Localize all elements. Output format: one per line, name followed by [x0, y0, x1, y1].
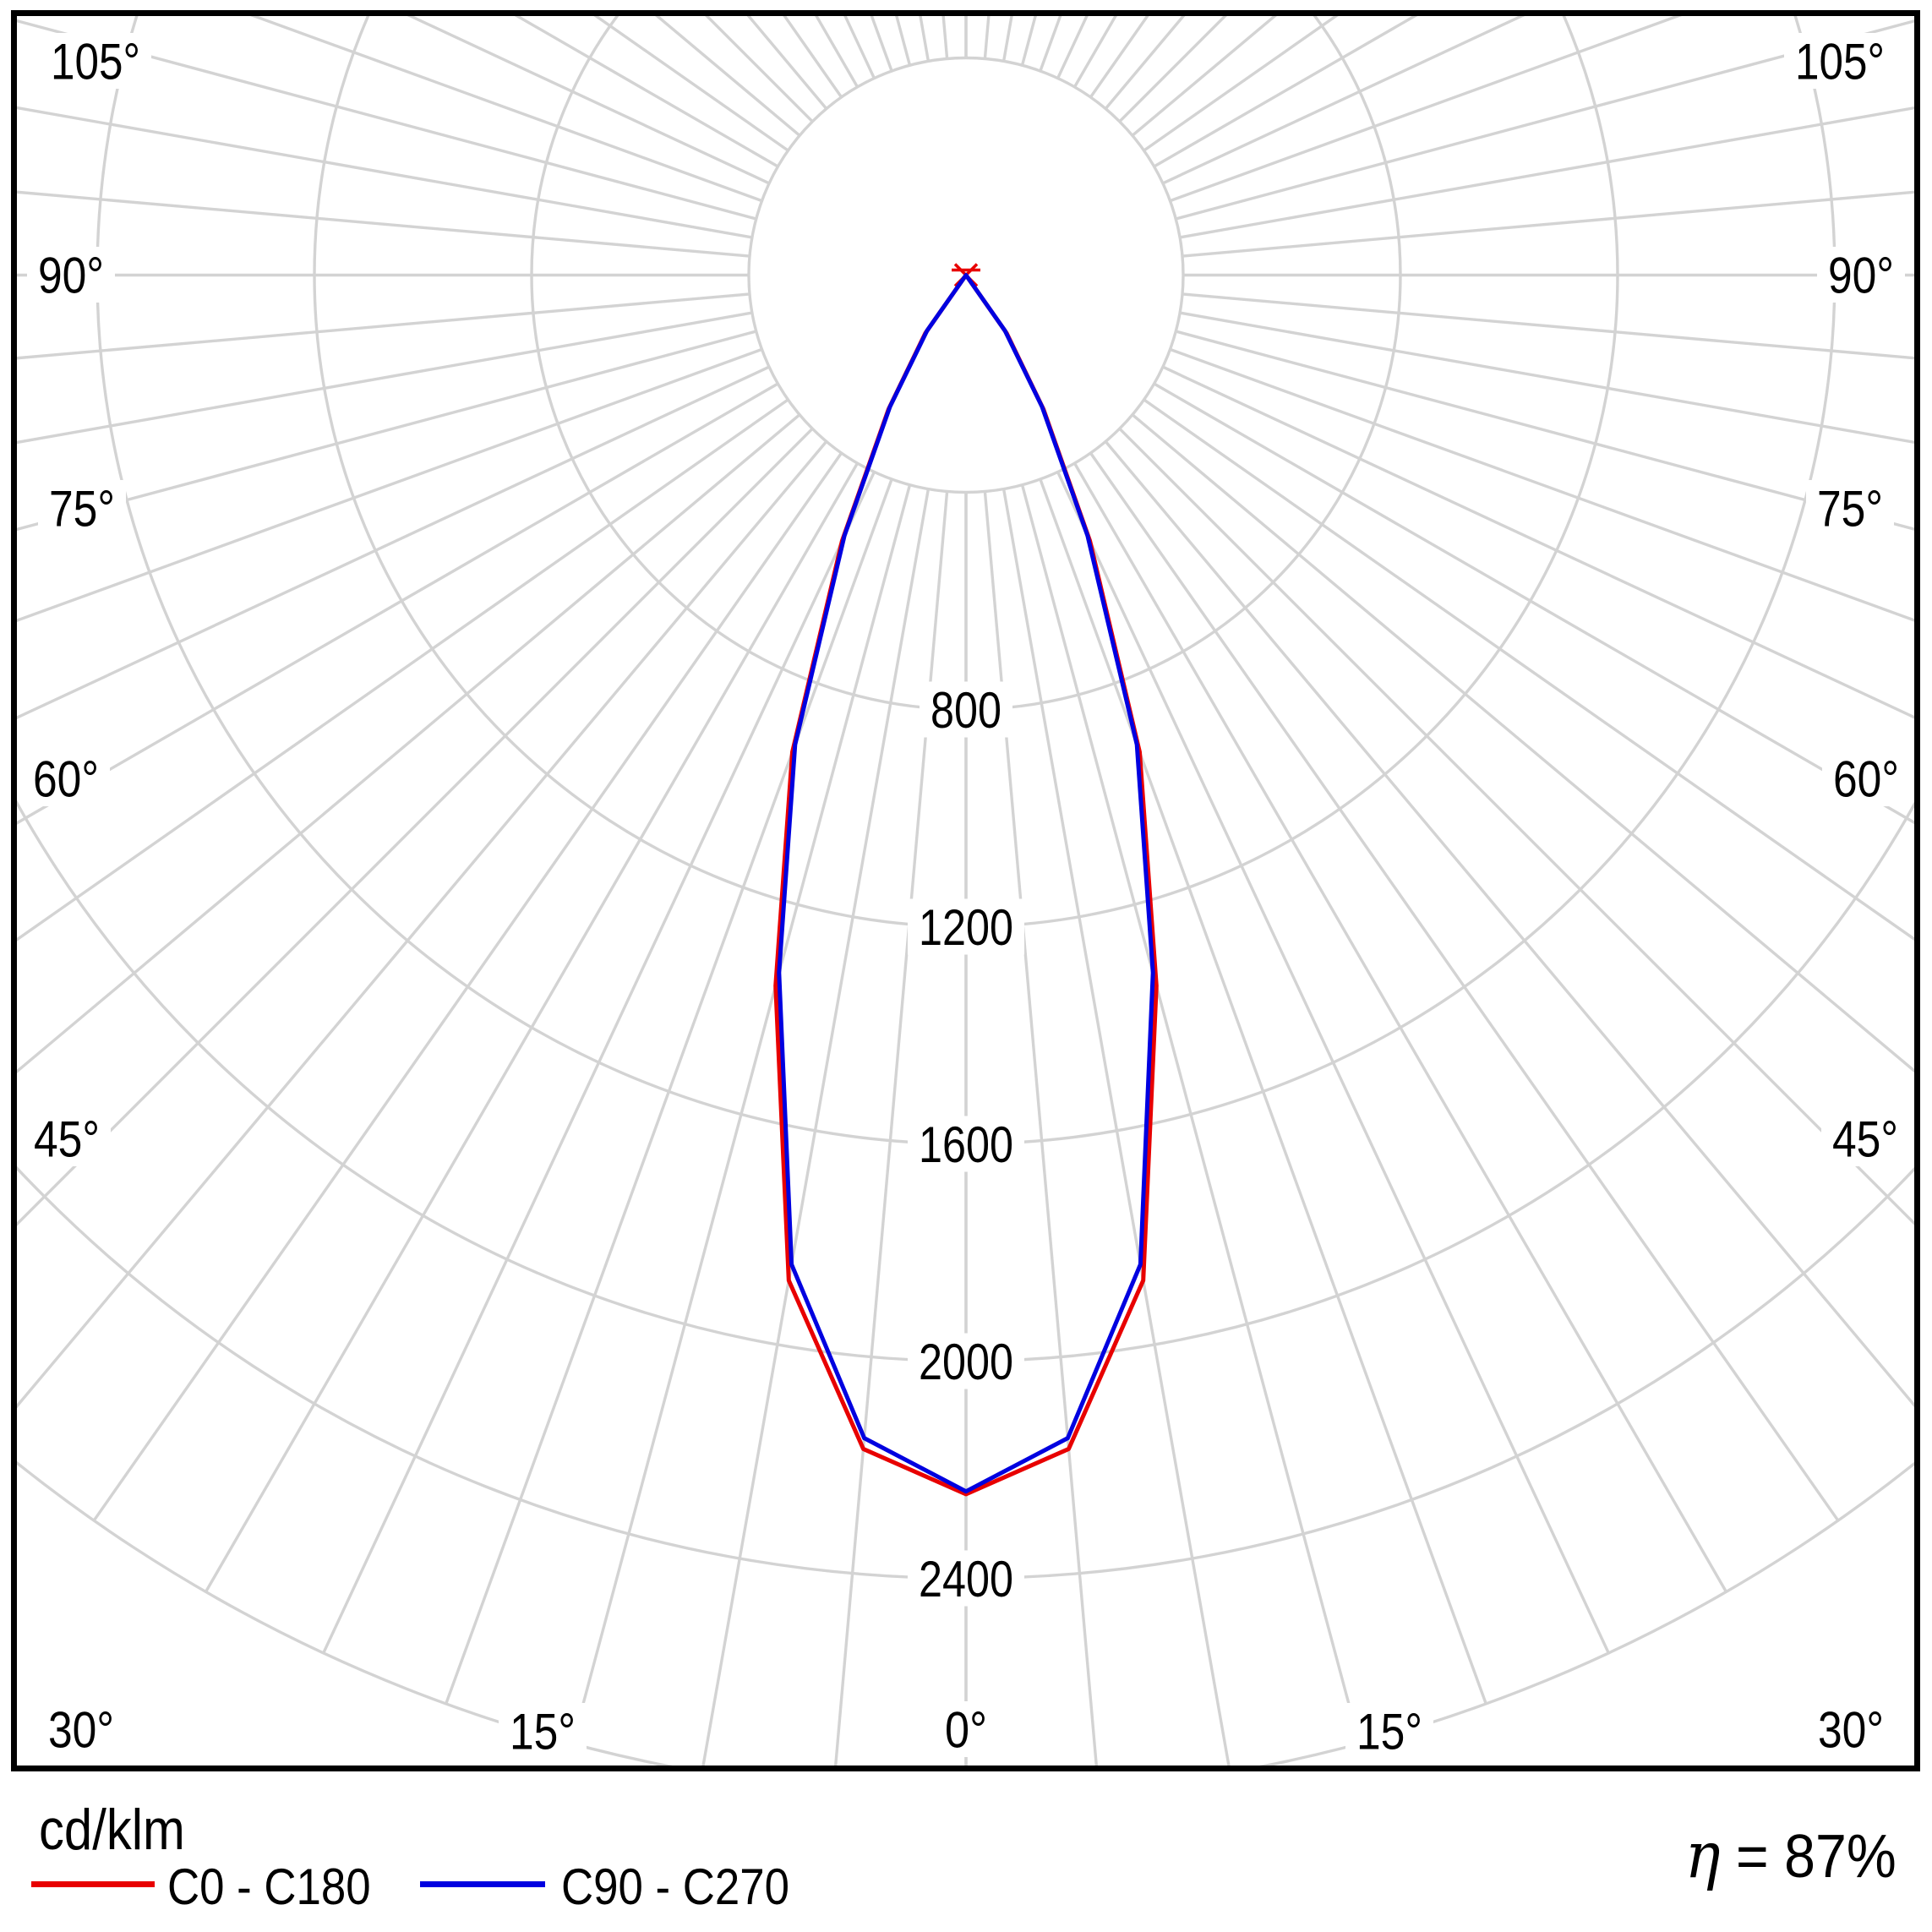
curve-c90-c270: [777, 273, 1155, 1494]
angle-tick-label: 60°: [33, 751, 99, 808]
angle-grid-ray: [701, 488, 931, 1766]
radial-tick-label: 2000: [919, 1334, 1013, 1390]
radial-tick-label: 800: [931, 682, 1001, 739]
angle-grid-ray: [249, 16, 763, 203]
angle-grid-ray: [1001, 488, 1231, 1766]
angle-grid-ray: [1118, 427, 1914, 1225]
angle-tick-label-box: [27, 247, 115, 303]
radial-tick-label-box: [908, 1550, 1024, 1607]
angle-grid-ray: [17, 311, 753, 445]
angle-tick-label: 75°: [1817, 481, 1883, 538]
angle-grid-ray: [17, 106, 753, 239]
angle-grid-ray: [1179, 106, 1914, 239]
angle-tick-label: 60°: [1833, 751, 1899, 808]
angle-grid-ray: [17, 413, 801, 1074]
angle-grid-ray: [1143, 16, 1339, 152]
angle-tick-label-box: [22, 750, 110, 806]
angle-tick-label-box: [37, 1701, 125, 1757]
angle-grid-ray: [1153, 382, 1914, 825]
angle-grid-ray: [1153, 16, 1418, 168]
radial-tick-label-box: [908, 1333, 1024, 1389]
angle-grid-ray: [17, 398, 789, 941]
unit-label: cd/klm: [39, 1798, 185, 1862]
angle-tick-label: 105°: [51, 34, 140, 90]
angle-grid-ray: [1020, 484, 1362, 1744]
angle-grid-ray: [1104, 440, 1914, 1408]
angle-grid-ray: [1073, 462, 1727, 1593]
legend-swatch-c90-c270: [420, 1881, 545, 1887]
angle-tick-label-box: [1807, 1701, 1895, 1757]
angle-grid-ray: [1169, 16, 1683, 203]
angle-grid-ray: [17, 347, 763, 623]
radial-tick-label-box: [908, 1116, 1024, 1172]
angle-tick-label-box: [1784, 33, 1896, 89]
angle-tick-label: 45°: [34, 1111, 100, 1168]
angle-tick-label-box: [38, 480, 126, 536]
angle-grid-ray: [1056, 471, 1610, 1654]
angle-grid-ray: [1182, 292, 1914, 360]
angle-tick-label: 105°: [1795, 34, 1885, 90]
angle-grid-ray: [593, 16, 789, 152]
angle-grid-ray: [17, 382, 779, 825]
angle-grid-ray: [1162, 365, 1914, 719]
angle-tick-label-box: [1817, 247, 1905, 303]
angle-grid-ray: [1179, 311, 1914, 445]
angle-grid-ray: [205, 462, 859, 1593]
radial-tick-label: 1600: [919, 1116, 1013, 1173]
angle-grid-ray: [407, 16, 770, 185]
angle-tick-label-box: [934, 1701, 998, 1757]
angle-tick-label-box: [1821, 1111, 1909, 1166]
angle-grid-ray: [92, 452, 843, 1522]
angle-tick-label: 75°: [49, 481, 115, 538]
angle-grid-ray: [17, 440, 828, 1409]
angle-tick-label: 15°: [1356, 1704, 1422, 1760]
legend-label-c90-c270: C90 - C270: [561, 1858, 790, 1915]
chart-frame: [11, 10, 1920, 1771]
angle-grid-ray: [1175, 330, 1914, 531]
angle-grid-ray: [445, 478, 893, 1705]
angle-grid-ray: [1143, 398, 1914, 941]
angle-tick-label: 30°: [1818, 1702, 1884, 1759]
angle-grid-ray: [1182, 190, 1914, 258]
angle-tick-label-box: [1345, 1703, 1433, 1759]
angle-tick-label-box: [23, 1111, 111, 1166]
angle-grid-ray: [1169, 347, 1914, 622]
angle-grid-ray: [570, 484, 912, 1744]
radial-tick-label-box: [908, 898, 1024, 955]
efficiency-label: η = 87%: [1685, 1817, 1897, 1892]
angle-tick-label-box: [1822, 750, 1910, 806]
angle-tick-label-box: [499, 1703, 587, 1759]
eta-symbol: η: [1685, 1817, 1721, 1892]
angle-tick-label: 90°: [1828, 248, 1894, 304]
legend-swatch-c0-c180: [31, 1881, 155, 1887]
angle-tick-label: 45°: [1832, 1111, 1898, 1168]
angle-grid-ray: [17, 292, 750, 360]
angle-tick-label-box: [1806, 480, 1894, 536]
radial-tick-label: 1200: [919, 899, 1013, 956]
legend-label-c0-c180: C0 - C180: [167, 1858, 371, 1915]
angle-grid-ray: [17, 330, 757, 532]
angle-grid-ray: [17, 365, 770, 720]
angle-grid-ray: [17, 427, 814, 1226]
angle-tick-label: 15°: [510, 1704, 576, 1760]
angle-grid-ray: [1131, 413, 1914, 1073]
angle-grid-ray: [1039, 478, 1487, 1705]
angle-grid-ray: [1089, 452, 1840, 1522]
angle-tick-label-box: [40, 33, 151, 89]
angle-tick-label: 0°: [945, 1702, 987, 1759]
angle-tick-label: 90°: [38, 248, 104, 304]
angle-grid-ray: [1162, 16, 1525, 185]
eta-value: = 87%: [1736, 1823, 1897, 1891]
angle-tick-label: 30°: [48, 1702, 114, 1759]
angle-grid-ray: [514, 16, 779, 168]
angle-grid-ray: [17, 190, 750, 258]
angle-grid-ray: [322, 471, 876, 1654]
radial-tick-label-box: [920, 681, 1012, 738]
radial-tick-label: 2400: [919, 1551, 1013, 1607]
